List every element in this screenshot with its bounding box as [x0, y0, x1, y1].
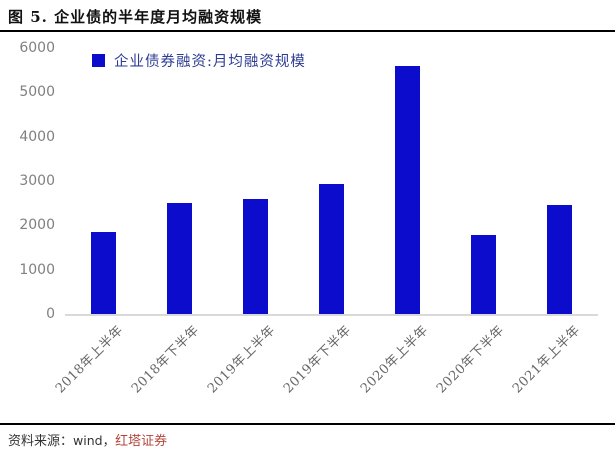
- x-axis-line: [65, 314, 598, 316]
- plot-area: [65, 48, 598, 316]
- chart-bar: [547, 204, 573, 314]
- y-axis-tick-label: 4000: [19, 128, 55, 145]
- chart-legend: 企业债券融资:月均融资规模: [92, 50, 306, 71]
- legend-label: 企业债券融资:月均融资规模: [114, 54, 306, 70]
- x-axis-tick-label: 2020年下半年: [433, 322, 508, 397]
- source-note: 资料来源：wind，红塔证券: [8, 430, 167, 449]
- chart-bar: [166, 203, 192, 314]
- legend-swatch-icon: [92, 54, 105, 67]
- source-wind: wind，: [73, 433, 116, 448]
- x-axis-tick-label: 2021年上半年: [509, 322, 584, 397]
- x-axis-tick-label: 2019年上半年: [205, 322, 279, 397]
- chart-bar: [395, 65, 421, 314]
- y-axis-tick-label: 0: [46, 306, 55, 322]
- x-axis-tick-label: 2020年上半年: [357, 322, 432, 397]
- footer-divider: [0, 423, 615, 425]
- x-axis-tick-label: 2018年下半年: [129, 322, 203, 397]
- y-axis-tick-label: 1000: [19, 261, 55, 278]
- figure-title: 图 5. 企业债的半年度月均融资规模: [8, 8, 263, 26]
- source-org: 红塔证券: [115, 434, 168, 449]
- x-axis-tick-label: 2019年下半年: [281, 322, 355, 397]
- chart-bar: [319, 184, 344, 314]
- chart-bar: [90, 231, 116, 314]
- y-axis-tick-label: 5000: [19, 84, 55, 101]
- y-axis-tick-label: 3000: [19, 173, 55, 189]
- y-axis-tick-label: 6000: [19, 40, 55, 56]
- source-prefix: 资料来源：: [8, 434, 74, 449]
- title-divider: [0, 30, 615, 32]
- y-axis-tick-label: 2000: [19, 217, 55, 234]
- chart-bar: [471, 235, 497, 314]
- x-axis-tick-label: 2018年上半年: [52, 322, 127, 397]
- chart-bar: [242, 198, 268, 314]
